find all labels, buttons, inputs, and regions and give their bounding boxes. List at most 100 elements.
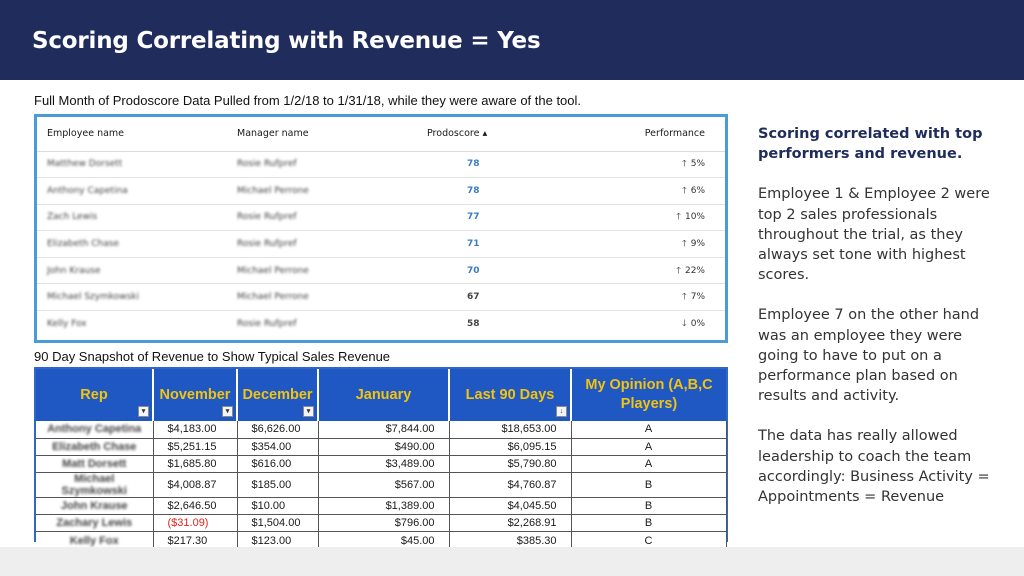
table-row[interactable]: John Krause $2,646.50 $10.00 $1,389.00 $4,04…: [36, 497, 727, 516]
january-value: $7,844.00: [318, 421, 450, 439]
manager-name: Rosie Rufpref: [237, 319, 297, 330]
table-row[interactable]: Anthony Capetina $4,183.00 $6,626.00 $7,844…: [36, 421, 727, 439]
sort-descending-icon[interactable]: ↓: [556, 406, 567, 417]
prodoscore-value: 58: [467, 319, 480, 330]
footer-strip: [0, 547, 1024, 576]
rep-name: Zachary Lewis: [56, 517, 133, 530]
table-row[interactable]: Elizabeth Chase Rosie Rufpref 71 🡑 9%: [37, 230, 725, 258]
table-row[interactable]: Anthony Capetina Michael Perrone 78 🡑 6%: [37, 177, 725, 205]
opinion-grade: A: [571, 438, 727, 456]
arrow-up-icon: 🡑: [682, 292, 687, 303]
column-header-employee[interactable]: Employee name: [37, 117, 237, 152]
table-row[interactable]: Michael Szymkowski $4,008.87 $185.00 $567.0…: [36, 472, 727, 499]
rep-name: Michael Szymkowski: [61, 473, 127, 498]
performance-value: 22%: [684, 265, 705, 276]
table-row[interactable]: Elizabeth Chase $5,251.15 $354.00 $490.00 $6…: [36, 438, 727, 456]
column-header-december: December ▾: [237, 369, 319, 421]
column-header-january: January: [318, 369, 450, 421]
manager-name: Michael Perrone: [237, 185, 309, 196]
column-header-december-label: December: [242, 386, 313, 403]
column-header-last-90-days-label: Last 90 Days: [465, 386, 555, 403]
arrow-down-icon: 🡓: [682, 319, 687, 330]
november-value: $4,183.00: [153, 421, 238, 439]
table-header-row: Employee name Manager name Prodoscore ▴ …: [37, 117, 725, 152]
commentary-paragraph-3: The data has really allowed leadership t…: [758, 428, 990, 506]
december-value: $616.00: [237, 455, 319, 474]
rep-name: Kelly Fox: [69, 534, 119, 547]
november-value: $4,008.87: [153, 472, 238, 499]
title-bar: Scoring Correlating with Revenue = Yes: [0, 0, 1024, 80]
january-value: $796.00: [318, 514, 450, 533]
opinion-grade: B: [571, 514, 727, 533]
january-value: $3,489.00: [318, 455, 450, 474]
last-90-days-value: $2,268.91: [449, 514, 572, 533]
arrow-up-icon: 🡑: [682, 239, 687, 250]
december-value: $1,504.00: [237, 514, 319, 533]
column-header-opinion: My Opinion (A,B,C Players): [571, 369, 726, 421]
table-row[interactable]: Zachary Lewis ($31.09) $1,504.00 $796.00 $2,…: [36, 514, 727, 533]
prodoscore-value: 78: [467, 159, 480, 170]
employee-name: Anthony Capetina: [47, 185, 128, 196]
column-header-rep-label: Rep: [80, 386, 108, 403]
december-value: $10.00: [237, 497, 319, 516]
opinion-grade: B: [571, 497, 727, 516]
table-row[interactable]: Matt Dorsett $1,685.80 $616.00 $3,489.00 $5,…: [36, 455, 727, 474]
column-header-performance[interactable]: Performance: [627, 117, 725, 152]
prodoscore-value: 67: [467, 292, 480, 303]
november-value: $217.30: [153, 531, 238, 550]
arrow-up-icon: 🡑: [682, 159, 687, 170]
filter-dropdown-icon[interactable]: ▾: [138, 406, 149, 417]
employee-name: Elizabeth Chase: [47, 239, 119, 250]
prodoscore-caption: Full Month of Prodoscore Data Pulled fro…: [34, 93, 582, 108]
column-header-opinion-label: My Opinion (A,B,C Players): [585, 377, 713, 412]
performance-value: 0%: [690, 319, 705, 330]
prodoscore-value: 71: [467, 239, 480, 250]
last-90-days-value: $5,790.80: [449, 455, 572, 474]
column-header-manager[interactable]: Manager name: [237, 117, 427, 152]
manager-name: Rosie Rufpref: [237, 239, 297, 250]
table-row[interactable]: Michael Szymkowski Michael Perrone 67 🡑 7%: [37, 283, 725, 312]
prodoscore-table-frame: Employee name Manager name Prodoscore ▴ …: [34, 114, 728, 343]
performance-value: 5%: [690, 159, 705, 170]
table-row[interactable]: John Krause Michael Perrone 70 🡑 22%: [37, 257, 725, 285]
arrow-up-icon: 🡑: [676, 212, 681, 223]
november-value: $5,251.15: [153, 438, 238, 456]
prodoscore-value: 77: [467, 212, 480, 223]
december-value: $354.00: [237, 438, 319, 456]
opinion-grade: B: [571, 472, 727, 499]
arrow-up-icon: 🡑: [682, 185, 687, 196]
table-row[interactable]: Zach Lewis Rosie Rufpref 77 🡑 10%: [37, 204, 725, 232]
employee-name: Zach Lewis: [47, 212, 98, 223]
commentary-paragraph-1: Employee 1 & Employee 2 were top 2 sales…: [758, 186, 990, 284]
column-header-november-label: November: [159, 386, 231, 403]
arrow-up-icon: 🡑: [676, 265, 681, 276]
rep-name: Matt Dorsett: [62, 457, 127, 470]
last-90-days-value: $18,653.00: [449, 421, 572, 439]
november-value: $1,685.80: [153, 455, 238, 474]
performance-value: 9%: [690, 239, 705, 250]
filter-dropdown-icon[interactable]: ▾: [303, 406, 314, 417]
prodoscore-value: 78: [467, 185, 480, 196]
column-header-rep: Rep ▾: [36, 369, 154, 421]
revenue-table: Rep ▾ November ▾ December ▾ January Last 90…: [36, 369, 727, 550]
filter-dropdown-icon[interactable]: ▾: [222, 406, 233, 417]
revenue-table-frame: Rep ▾ November ▾ December ▾ January Last 90…: [34, 367, 728, 550]
table-row[interactable]: Matthew Dorsett Rosie Rufpref 78 🡑 5%: [37, 151, 725, 179]
employee-name: Kelly Fox: [47, 319, 87, 330]
commentary-paragraph-2: Employee 7 on the other hand was an empl…: [758, 307, 980, 405]
table-header-row: Rep ▾ November ▾ December ▾ January Last 90…: [36, 369, 726, 421]
manager-name: Michael Perrone: [237, 265, 309, 276]
column-header-prodoscore[interactable]: Prodoscore ▴: [427, 117, 627, 152]
december-value: $185.00: [237, 472, 319, 499]
january-value: $45.00: [318, 531, 450, 550]
rep-name: John Krause: [60, 500, 128, 513]
commentary-panel: Scoring correlated with top performers a…: [758, 124, 998, 527]
column-header-january-label: January: [355, 386, 412, 403]
prodoscore-table: Employee name Manager name Prodoscore ▴ …: [37, 117, 725, 337]
january-value: $1,389.00: [318, 497, 450, 516]
column-header-last-90-days: Last 90 Days ↓: [449, 369, 572, 421]
table-row[interactable]: Kelly Fox Rosie Rufpref 58 🡓 0%: [37, 311, 725, 338]
last-90-days-value: $385.30: [449, 531, 572, 550]
commentary-heading: Scoring correlated with top performers a…: [758, 126, 983, 163]
employee-name: John Krause: [47, 265, 101, 276]
